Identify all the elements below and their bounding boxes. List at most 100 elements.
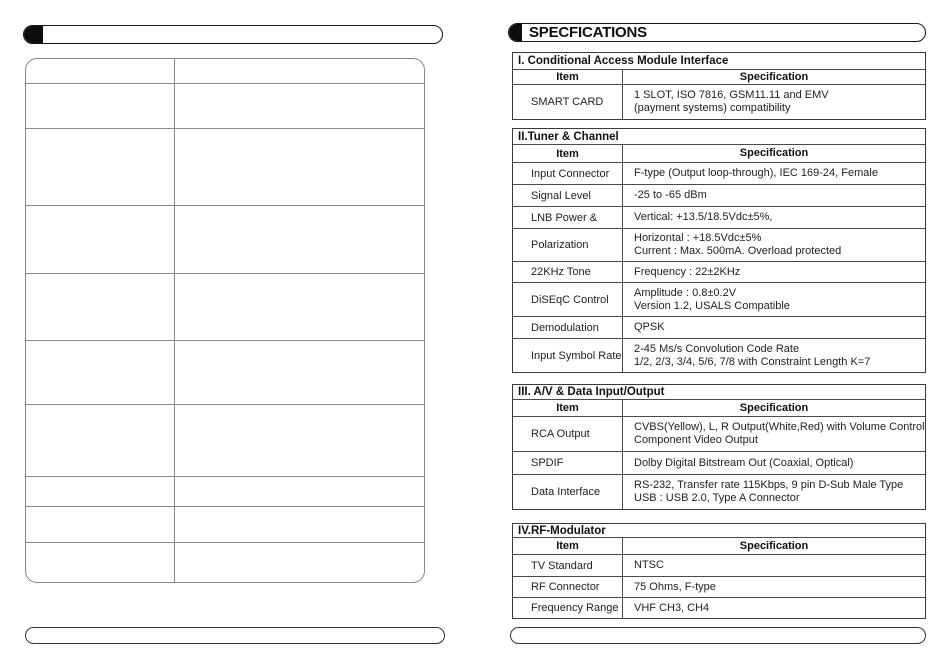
spec-cell: Dolby Digital Bitstream Out (Coaxial, Op… <box>623 452 925 474</box>
item-header: Item <box>513 400 623 416</box>
spec-header: Specification <box>739 147 809 159</box>
spec-line: RS-232, Transfer rate 115Kbps, 9 pin D-S… <box>634 479 904 491</box>
table-row <box>26 59 424 84</box>
spec-cell: RS-232, Transfer rate 115Kbps, 9 pin D-S… <box>623 475 925 509</box>
item-cell: RF Connector <box>513 577 623 597</box>
spec-cell: VHF CH3, CH4 <box>623 598 925 618</box>
table-row <box>26 477 424 507</box>
left-empty-spec-table <box>25 58 425 583</box>
table-row: LNB Power & Vertical: +13.5/18.5Vdc±5%, <box>513 206 925 228</box>
item-cell: TV Standard <box>513 555 623 576</box>
spec-header: Specification <box>739 70 809 83</box>
rf-modulator-table: IV.RF-Modulator Item Specification TV St… <box>512 523 926 619</box>
item-cell: Data Interface <box>513 475 623 509</box>
table-row <box>26 274 424 341</box>
spec-line: USB : USB 2.0, Type A Connector <box>634 492 800 504</box>
table-row: Input Connector F-type (Output loop-thro… <box>513 162 925 184</box>
table-row <box>26 507 424 543</box>
item-cell: RCA Output <box>513 417 623 451</box>
right-header-cap-icon <box>509 24 522 41</box>
table-row <box>26 405 424 477</box>
table-row: RCA Output CVBS(Yellow), L, R Output(Whi… <box>513 416 925 451</box>
spec-line: Amplitude : 0.8±0.2V <box>634 286 737 299</box>
spec-line: Component Video Output <box>634 434 758 446</box>
spec-line: NTSC <box>634 559 664 571</box>
spec-line: QPSK <box>634 321 665 333</box>
column-divider <box>174 59 175 582</box>
item-cell: Polarization <box>513 229 623 261</box>
table-row <box>26 341 424 405</box>
spec-cell: Horizontal : +18.5Vdc±5% Current : Max. … <box>623 229 925 261</box>
right-footer-bar <box>510 627 926 644</box>
item-cell: SPDIF <box>513 452 623 474</box>
spec-line: (payment systems) compatibility <box>634 102 791 114</box>
spec-line: F-type (Output loop-through), IEC 169-24… <box>634 167 878 179</box>
table-header-row: Item Specification <box>513 537 925 554</box>
table-row: SPDIF Dolby Digital Bitstream Out (Coaxi… <box>513 451 925 474</box>
item-cell: Input Symbol Rate <box>513 339 623 372</box>
item-header: Item <box>513 145 623 162</box>
item-cell: Input Connector <box>513 163 623 184</box>
spec-header: Specification <box>739 539 809 552</box>
left-header-cap-icon <box>24 26 43 43</box>
table-row <box>26 129 424 206</box>
item-cell: Signal Level <box>513 185 623 206</box>
av-data-io-table: III. A/V & Data Input/Output Item Specif… <box>512 384 926 510</box>
spec-cell: Amplitude : 0.8±0.2V Version 1.2, USALS … <box>623 283 925 316</box>
spec-line: CVBS(Yellow), L, R Output(White,Red) wit… <box>634 421 925 433</box>
item-header: Item <box>513 538 623 554</box>
spec-line: 1/2, 2/3, 3/4, 5/6, 7/8 with Constraint … <box>634 355 871 368</box>
table-row: DiSEqC Control Amplitude : 0.8±0.2V Vers… <box>513 282 925 316</box>
left-header-bar <box>23 25 443 44</box>
spec-line: Vertical: +13.5/18.5Vdc±5%, <box>634 211 773 223</box>
spec-line: Frequency : 22±2KHz <box>634 265 741 278</box>
spec-line: Dolby Digital Bitstream Out (Coaxial, Op… <box>634 456 854 469</box>
item-header: Item <box>513 70 623 84</box>
spec-cell: 2-45 Ms/s Convolution Code Rate 1/2, 2/3… <box>623 339 925 372</box>
table-header-row: Item Specification <box>513 144 925 162</box>
table-row: Data Interface RS-232, Transfer rate 115… <box>513 474 925 509</box>
table-title: IV.RF-Modulator <box>518 524 606 537</box>
table-row: Frequency Range VHF CH3, CH4 <box>513 597 925 618</box>
table-row: SMART CARD 1 SLOT, ISO 7816, GSM11.11 an… <box>513 84 925 119</box>
spec-cell: QPSK <box>623 317 925 338</box>
spec-cell: Vertical: +13.5/18.5Vdc±5%, <box>623 207 925 228</box>
item-cell: Frequency Range <box>513 598 623 618</box>
spec-cell: NTSC <box>623 555 925 576</box>
left-footer-bar <box>25 627 445 644</box>
spec-cell: Frequency : 22±2KHz <box>623 262 925 282</box>
table-title: I. Conditional Access Module Interface <box>518 55 729 67</box>
item-cell: SMART CARD <box>513 85 623 119</box>
table-row: TV Standard NTSC <box>513 554 925 576</box>
item-cell: Demodulation <box>513 317 623 338</box>
table-title: III. A/V & Data Input/Output <box>518 386 665 398</box>
specifications-header-bar: SPECFICATIONS <box>508 23 926 42</box>
cam-interface-table: I. Conditional Access Module Interface I… <box>512 52 926 120</box>
spec-cell: 75 Ohms, F-type <box>623 577 925 597</box>
spec-line: 2-45 Ms/s Convolution Code Rate <box>634 342 800 355</box>
item-cell: LNB Power & <box>513 207 623 228</box>
table-title: II.Tuner & Channel <box>518 130 619 143</box>
table-row <box>26 206 424 274</box>
table-row: Polarization Horizontal : +18.5Vdc±5% Cu… <box>513 228 925 261</box>
spec-header: Specification <box>739 401 809 414</box>
spec-line: 75 Ohms, F-type <box>634 580 716 593</box>
spec-line: -25 to -65 dBm <box>634 189 707 201</box>
tuner-channel-table: II.Tuner & Channel Item Specification In… <box>512 128 926 373</box>
spec-line: Current : Max. 500mA. Overload protected <box>634 245 842 257</box>
table-header-row: Item Specification <box>513 69 925 84</box>
spec-line: 1 SLOT, ISO 7816, GSM11.11 and EMV <box>634 89 829 101</box>
page-title: SPECFICATIONS <box>529 24 647 41</box>
spec-line: Horizontal : +18.5Vdc±5% <box>634 232 762 244</box>
spec-line: VHF CH3, CH4 <box>634 601 710 614</box>
spec-cell: -25 to -65 dBm <box>623 185 925 206</box>
spec-cell: F-type (Output loop-through), IEC 169-24… <box>623 163 925 184</box>
table-row: Signal Level -25 to -65 dBm <box>513 184 925 206</box>
table-row: RF Connector 75 Ohms, F-type <box>513 576 925 597</box>
table-row: Demodulation QPSK <box>513 316 925 338</box>
table-header-row: Item Specification <box>513 399 925 416</box>
table-row <box>26 543 424 582</box>
spec-cell: CVBS(Yellow), L, R Output(White,Red) wit… <box>623 417 925 451</box>
table-row: 22KHz Tone Frequency : 22±2KHz <box>513 261 925 282</box>
